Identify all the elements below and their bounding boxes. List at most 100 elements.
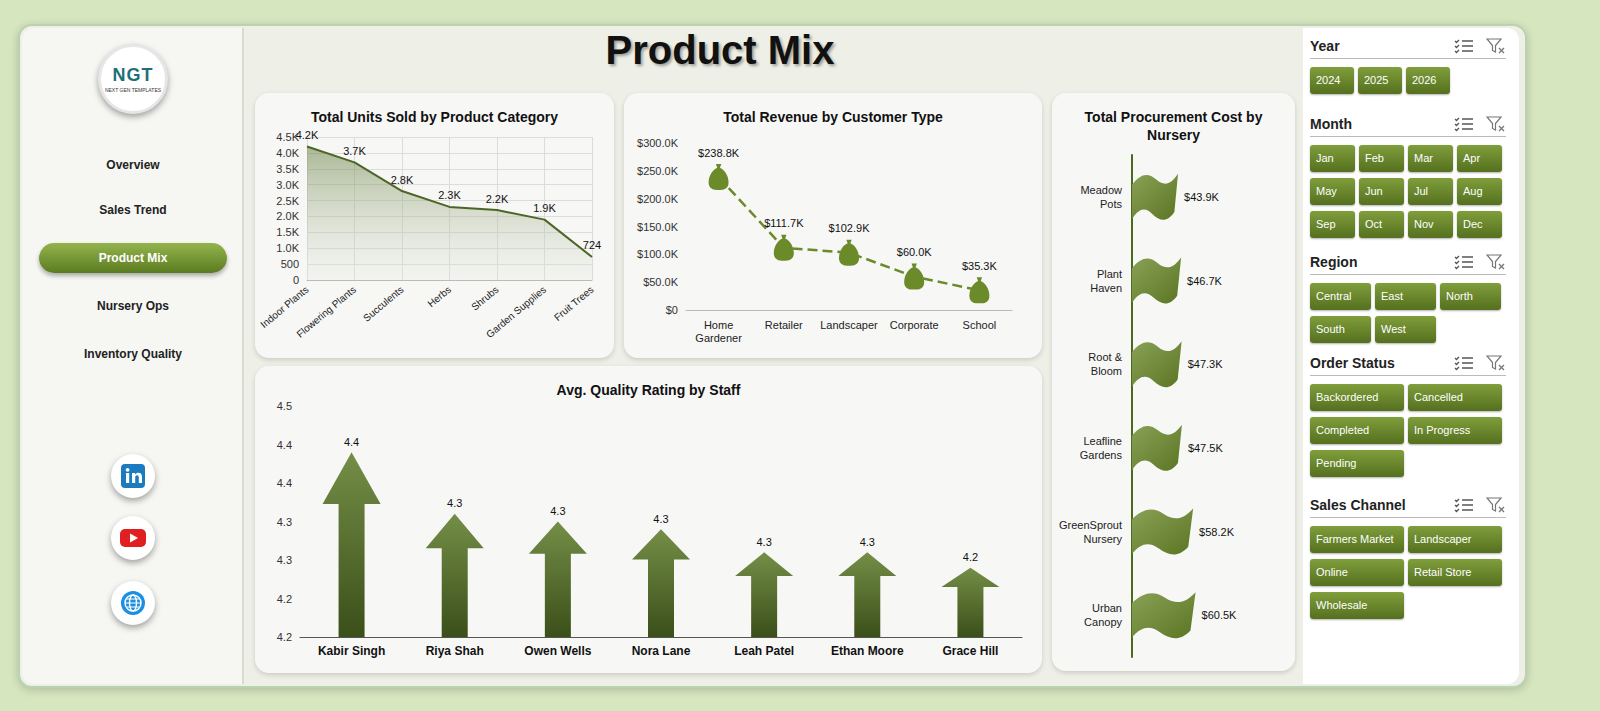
svg-text:$111.7K: $111.7K [764, 217, 804, 229]
svg-text:$43.9K: $43.9K [1184, 191, 1220, 203]
svg-text:Leah Patel: Leah Patel [734, 644, 794, 658]
svg-text:Urban: Urban [1092, 602, 1122, 614]
svg-text:Haven: Haven [1090, 282, 1122, 294]
html-text:Nursery Ops: Nursery Ops [97, 299, 169, 313]
svg-text:Indoor Plants: Indoor Plants [258, 283, 311, 331]
svg-text:2.5K: 2.5K [276, 195, 299, 207]
html-text:Order Status: Order Status [1310, 355, 1395, 371]
svg-text:4.3: 4.3 [860, 536, 875, 548]
html-text:Sales Channel: Sales Channel [1310, 497, 1406, 513]
svg-text:$47.3K: $47.3K [1188, 358, 1224, 370]
svg-text:4.3: 4.3 [756, 536, 771, 548]
html-text:Overview: Overview [106, 158, 160, 172]
html-text:Month: Month [1310, 116, 1352, 132]
svg-text:3.5K: 3.5K [276, 163, 299, 175]
svg-text:4.3: 4.3 [653, 513, 668, 525]
svg-text:Nursery: Nursery [1147, 127, 1200, 143]
svg-text:4.2: 4.2 [963, 551, 978, 563]
svg-text:4.4: 4.4 [277, 477, 292, 489]
svg-text:4.3: 4.3 [550, 505, 565, 517]
svg-text:1.9K: 1.9K [533, 202, 556, 214]
svg-text:$50.0K: $50.0K [643, 276, 679, 288]
svg-text:Shrubs: Shrubs [469, 284, 500, 313]
svg-text:2.8K: 2.8K [391, 174, 414, 186]
svg-text:4.3: 4.3 [277, 516, 292, 528]
svg-text:3.0K: 3.0K [276, 179, 299, 191]
svg-text:GreenSprout: GreenSprout [1059, 519, 1122, 531]
svg-text:$35.3K: $35.3K [962, 260, 998, 272]
svg-text:724: 724 [583, 239, 601, 251]
svg-text:1.0K: 1.0K [276, 242, 299, 254]
svg-text:0: 0 [293, 274, 299, 286]
html-text:Inventory Quality: Inventory Quality [84, 347, 182, 361]
svg-text:3.7K: 3.7K [343, 145, 366, 157]
svg-text:$46.7K: $46.7K [1187, 275, 1223, 287]
svg-text:4.3: 4.3 [447, 497, 462, 509]
svg-text:4.0K: 4.0K [276, 147, 299, 159]
html-text:Product Mix: Product Mix [605, 28, 835, 72]
svg-text:Total Revenue by Customer Type: Total Revenue by Customer Type [723, 109, 943, 125]
svg-text:$100.0K: $100.0K [637, 248, 679, 260]
svg-text:Herbs: Herbs [426, 284, 454, 310]
svg-text:Bloom: Bloom [1091, 365, 1122, 377]
svg-text:Avg. Quality Rating by Staff: Avg. Quality Rating by Staff [557, 382, 741, 398]
svg-text:4.2K: 4.2K [296, 129, 319, 141]
svg-text:4.3: 4.3 [277, 554, 292, 566]
svg-text:$58.2K: $58.2K [1199, 526, 1235, 538]
svg-text:$0: $0 [666, 304, 678, 316]
svg-text:Garden Supplies: Garden Supplies [484, 284, 548, 340]
svg-text:Meadow: Meadow [1080, 184, 1122, 196]
svg-text:$200.0K: $200.0K [637, 193, 679, 205]
svg-text:Nora Lane: Nora Lane [632, 644, 691, 658]
svg-text:$238.8K: $238.8K [698, 147, 740, 159]
svg-text:4.2: 4.2 [277, 593, 292, 605]
svg-text:2.2K: 2.2K [486, 193, 509, 205]
svg-text:Nursery: Nursery [1083, 533, 1122, 545]
svg-text:Landscaper: Landscaper [820, 319, 878, 331]
svg-text:4.4: 4.4 [277, 439, 292, 451]
html-text:2024: 2024 [1316, 74, 1341, 86]
svg-text:Riya Shah: Riya Shah [426, 644, 484, 658]
svg-text:Plant: Plant [1097, 268, 1122, 280]
svg-text:Gardens: Gardens [1080, 449, 1123, 461]
svg-text:$150.0K: $150.0K [637, 221, 679, 233]
svg-text:Total Units Sold by Product Ca: Total Units Sold by Product Category [311, 109, 558, 125]
svg-text:Pots: Pots [1100, 198, 1123, 210]
svg-text:$300.0K: $300.0K [637, 137, 679, 149]
svg-text:Home: Home [704, 319, 733, 331]
svg-text:Succulents: Succulents [361, 284, 406, 324]
svg-text:Total Procurement Cost by: Total Procurement Cost by [1085, 109, 1263, 125]
svg-text:$60.5K: $60.5K [1202, 609, 1238, 621]
svg-text:Leafline: Leafline [1083, 435, 1122, 447]
html-text:NGT: NGT [112, 65, 154, 85]
svg-text:Canopy: Canopy [1084, 616, 1122, 628]
svg-text:Flowering Plants: Flowering Plants [294, 284, 358, 340]
svg-text:2.0K: 2.0K [276, 210, 299, 222]
svg-text:Root &: Root & [1088, 351, 1122, 363]
svg-text:4.4: 4.4 [344, 436, 359, 448]
html-text:Product Mix: Product Mix [98, 251, 168, 265]
svg-text:Owen Wells: Owen Wells [524, 644, 591, 658]
svg-text:$102.9K: $102.9K [829, 222, 871, 234]
svg-text:Kabir Singh: Kabir Singh [318, 644, 385, 658]
svg-text:School: School [963, 319, 997, 331]
svg-text:4.2: 4.2 [277, 631, 292, 643]
svg-text:Corporate: Corporate [890, 319, 939, 331]
svg-text:$60.0K: $60.0K [897, 246, 933, 258]
html-text:2025: 2025 [1364, 74, 1389, 86]
html-text:2026: 2026 [1412, 74, 1437, 86]
html-text:Year: Year [1310, 38, 1340, 54]
svg-text:Fruit Trees: Fruit Trees [552, 284, 596, 323]
html-text:Region: Region [1310, 254, 1358, 270]
svg-text:Ethan Moore: Ethan Moore [831, 644, 904, 658]
svg-text:1.5K: 1.5K [276, 226, 299, 238]
svg-text:2.3K: 2.3K [438, 189, 461, 201]
svg-text:4.5: 4.5 [277, 400, 292, 412]
html-text:Sales Trend: Sales Trend [99, 203, 167, 217]
svg-text:Gardener: Gardener [695, 332, 742, 344]
svg-text:Retailer: Retailer [765, 319, 803, 331]
svg-text:500: 500 [281, 258, 299, 270]
svg-text:Grace Hill: Grace Hill [942, 644, 998, 658]
svg-text:$47.5K: $47.5K [1188, 442, 1224, 454]
svg-text:$250.0K: $250.0K [637, 165, 679, 177]
